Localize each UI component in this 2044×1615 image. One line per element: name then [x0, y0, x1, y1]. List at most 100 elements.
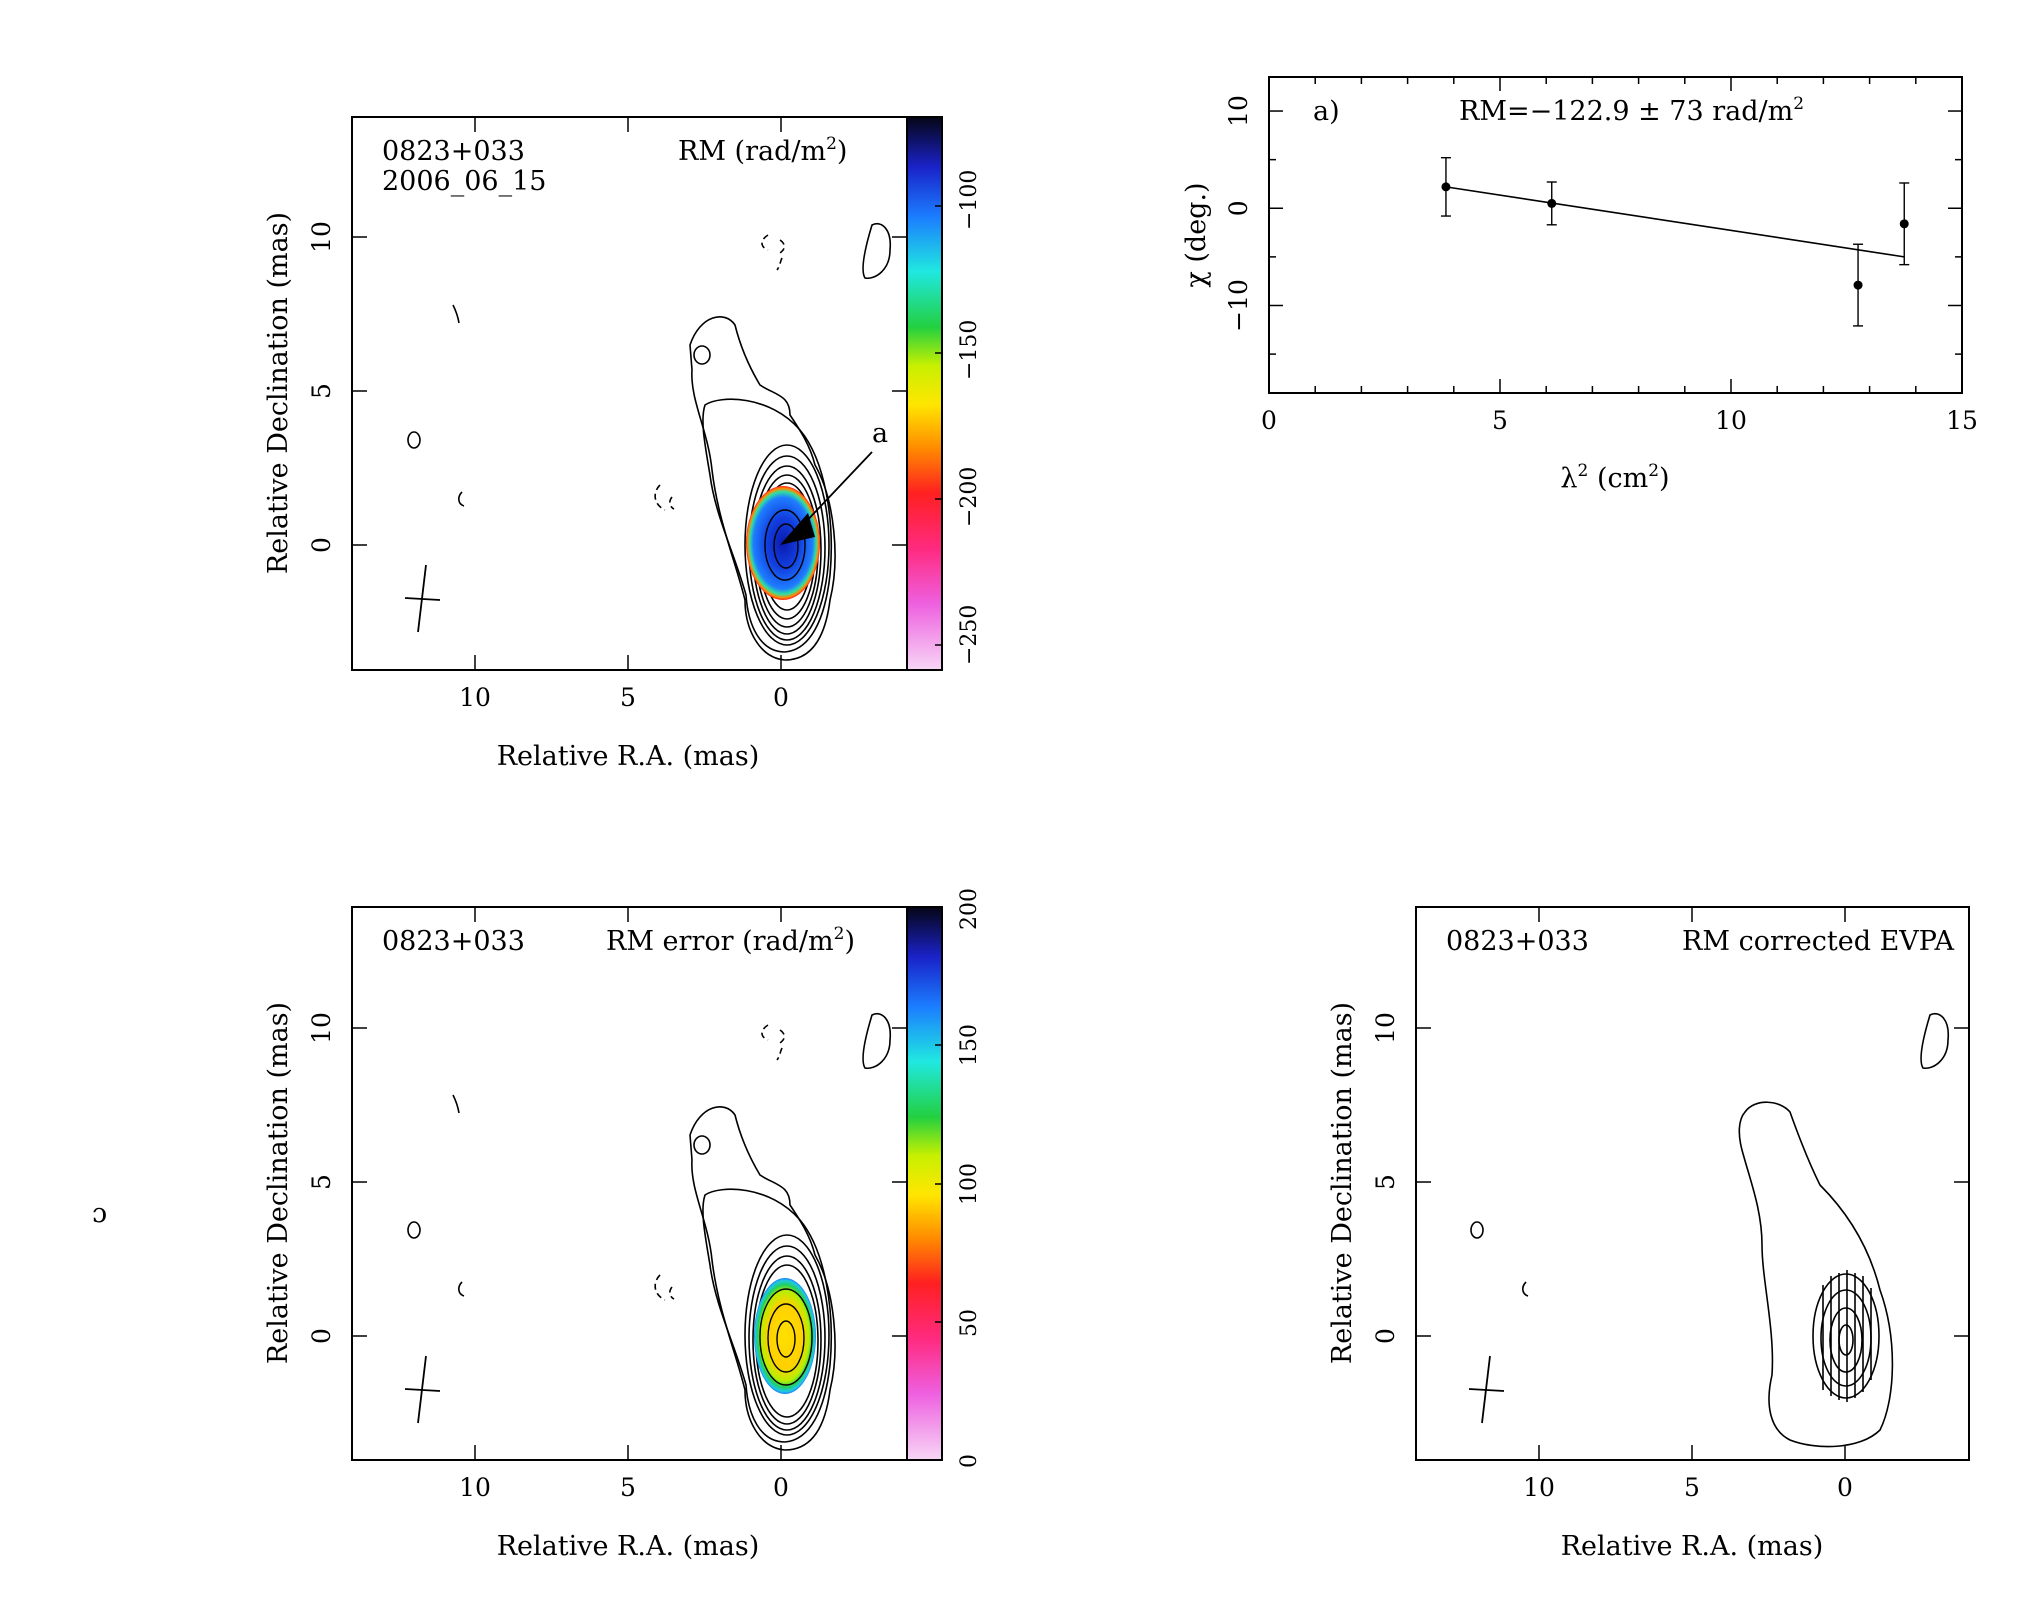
- rm-error-colour-region: [754, 1278, 816, 1394]
- rm-error-title-suffix: ): [844, 926, 855, 957]
- rm-map-cbar-tick: −250: [957, 605, 982, 665]
- fit-line: [1445, 186, 1905, 258]
- rm-error-y-tick: 10: [307, 1012, 336, 1044]
- rm-map-title-suffix: ): [837, 136, 848, 167]
- data-point: [1546, 181, 1557, 226]
- evpa-y-tick: 0: [1371, 1328, 1400, 1344]
- rm-fit-data-points: [1440, 157, 1910, 327]
- rm-error-panel: 0823+033 RM error (rad/m2): [263, 888, 982, 1562]
- rm-fit-y-tick-label: 0: [1224, 200, 1253, 216]
- rm-error-x-tick: 10: [459, 1473, 491, 1502]
- evpa-xlabel: Relative R.A. (mas): [1561, 1531, 1824, 1562]
- rm-fit-title-text: RM=−122.9 ± 73 rad/m: [1459, 96, 1793, 127]
- rm-fit-ylabel: χ (deg.): [1181, 182, 1212, 287]
- rm-map-epoch: 2006_06_15: [382, 166, 546, 197]
- rm-map-y-tick: 10: [307, 221, 336, 253]
- rm-fit-xlabel-base: λ: [1560, 463, 1577, 494]
- rm-error-contours: [407, 1013, 892, 1451]
- data-point-marker: [1547, 198, 1557, 208]
- rm-fit-ticks: [1268, 77, 1963, 393]
- rm-error-ticks: [352, 907, 907, 1460]
- rm-fit-x-tick-label: 15: [1946, 406, 1978, 435]
- data-point: [1853, 243, 1864, 327]
- rm-fit-xlabel: λ2 (cm2): [1560, 461, 1669, 494]
- data-point-marker: [1441, 182, 1451, 192]
- rm-map-source: 0823+033: [382, 136, 525, 167]
- rm-error-inner-contours: [759, 1288, 813, 1386]
- rm-error-y-tick: 5: [307, 1174, 336, 1190]
- rm-map-title-prefix: RM (rad/m: [678, 136, 826, 167]
- rm-map-ylabel: Relative Declination (mas): [263, 212, 294, 574]
- data-point: [1440, 157, 1451, 217]
- evpa-x-tick: 5: [1684, 1473, 1700, 1502]
- rm-map-cbar-tick: −100: [957, 170, 982, 230]
- rm-error-beam: [404, 1355, 441, 1424]
- rm-map-colorbar: [906, 116, 943, 671]
- rm-map-x-tick: 5: [620, 683, 636, 712]
- rm-error-cbar-tick: 0: [957, 1454, 982, 1468]
- data-point-marker: [1899, 219, 1909, 229]
- evpa-panel: 0823+033 RM corrected EVPA 10 5 0: [1327, 906, 1970, 1562]
- rm-error-frame: [351, 906, 908, 1461]
- rm-error-x-tick: 5: [620, 1473, 636, 1502]
- evpa-frame: [1415, 906, 1970, 1461]
- rm-error-title-sup: 2: [834, 924, 845, 944]
- stray-glyph: ɔ: [92, 1198, 107, 1229]
- rm-error-xlabel: Relative R.A. (mas): [497, 1531, 760, 1562]
- rm-fit-y-tick-label: −10: [1224, 279, 1253, 332]
- rm-map-beam: [404, 564, 441, 633]
- rm-error-cbar-tick: 150: [957, 1024, 982, 1066]
- rm-error-title: RM error (rad/m2): [606, 924, 855, 957]
- rm-fit-title-sup: 2: [1793, 94, 1804, 114]
- rm-error-source: 0823+033: [382, 926, 525, 957]
- rm-fit-x-tick-label: 0: [1261, 406, 1277, 435]
- rm-error-colorbar-ticks: [935, 906, 942, 1461]
- rm-map-x-tick: 0: [773, 683, 789, 712]
- evpa-beam: [1468, 1355, 1505, 1424]
- evpa-x-tick: 10: [1523, 1473, 1555, 1502]
- rm-error-cbar-tick: 50: [957, 1309, 982, 1337]
- rm-fit-title: RM=−122.9 ± 73 rad/m2: [1459, 94, 1804, 127]
- rm-fit-xlabel-unit: (cm: [1588, 463, 1648, 494]
- evpa-y-tick: 5: [1371, 1174, 1400, 1190]
- rm-fit-xlabel-unit-close: ): [1659, 463, 1670, 494]
- rm-fit-y-tick-label: 10: [1224, 95, 1253, 127]
- rm-error-title-prefix: RM error (rad/m: [606, 926, 834, 957]
- rm-map-inner-contours: [764, 509, 806, 581]
- evpa-y-tick: 10: [1371, 1012, 1400, 1044]
- rm-map-panel: 0823+033 2006_06_15 RM (rad/m2): [263, 116, 982, 772]
- rm-fit-frame: [1268, 76, 1963, 394]
- rm-fit-panel-label: a): [1313, 96, 1340, 127]
- rm-fit-xlabel-unit-sup: 2: [1648, 461, 1659, 481]
- rm-map-arrow: [780, 451, 873, 545]
- rm-error-x-tick: 0: [773, 1473, 789, 1502]
- evpa-contours: [1470, 1013, 1950, 1448]
- rm-map-colorbar-ticks: [935, 205, 942, 646]
- rm-map-y-tick: 0: [307, 537, 336, 553]
- rm-map-y-tick: 5: [307, 383, 336, 399]
- evpa-ylabel: Relative Declination (mas): [1327, 1002, 1358, 1364]
- rm-map-ticks: [352, 117, 907, 670]
- rm-map-annotation: a: [872, 418, 888, 449]
- rm-fit-xlabel-sup: 2: [1578, 461, 1589, 481]
- rm-error-ylabel: Relative Declination (mas): [263, 1002, 294, 1364]
- evpa-ticks: [1416, 907, 1969, 1460]
- evpa-vectors: [1822, 1270, 1872, 1402]
- rm-map-title: RM (rad/m2): [678, 134, 847, 167]
- rm-error-y-tick: 0: [307, 1328, 336, 1344]
- rm-map-cbar-tick: −150: [957, 320, 982, 380]
- rm-map-contours: [407, 223, 892, 661]
- data-point-marker: [1853, 280, 1863, 290]
- rm-map-title-sup: 2: [826, 134, 837, 154]
- evpa-x-tick: 0: [1837, 1473, 1853, 1502]
- rm-error-cbar-tick: 200: [957, 888, 982, 930]
- rm-map-frame: [351, 116, 908, 671]
- rm-map-cbar-tick: −200: [957, 467, 982, 527]
- evpa-source: 0823+033: [1446, 926, 1589, 957]
- data-point: [1899, 182, 1910, 266]
- rm-error-cbar-tick: 100: [957, 1163, 982, 1205]
- rm-map-x-tick: 10: [459, 683, 491, 712]
- rm-fit-x-tick-label: 5: [1492, 406, 1508, 435]
